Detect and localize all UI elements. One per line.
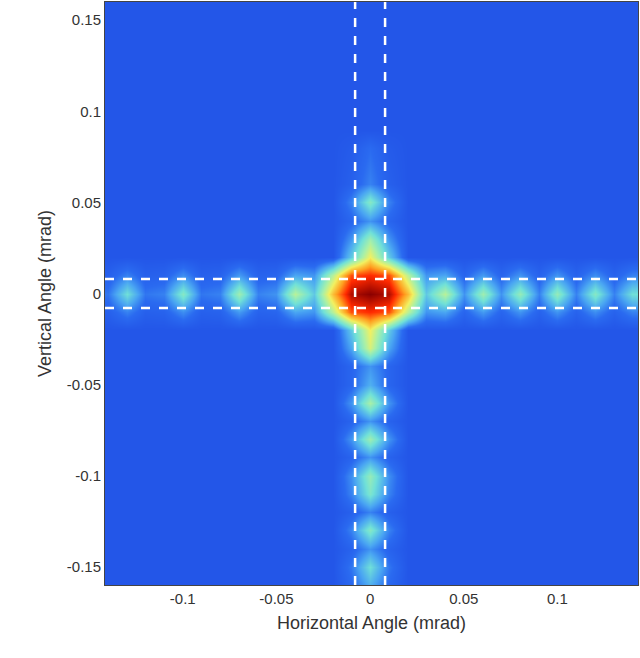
svg-text:0.15: 0.15 xyxy=(72,11,101,28)
svg-text:0: 0 xyxy=(366,590,374,607)
svg-text:-0.05: -0.05 xyxy=(259,590,293,607)
svg-text:-0.1: -0.1 xyxy=(170,590,196,607)
svg-text:0: 0 xyxy=(93,285,101,302)
svg-text:0.05: 0.05 xyxy=(72,194,101,211)
svg-text:Horizontal Angle (mrad): Horizontal Angle (mrad) xyxy=(277,613,466,633)
svg-text:-0.15: -0.15 xyxy=(67,558,101,575)
svg-text:Vertical Angle (mrad): Vertical Angle (mrad) xyxy=(35,210,55,377)
svg-text:0.1: 0.1 xyxy=(547,590,568,607)
svg-text:0.05: 0.05 xyxy=(449,590,478,607)
svg-text:-0.1: -0.1 xyxy=(75,467,101,484)
svg-text:-0.05: -0.05 xyxy=(67,376,101,393)
svg-text:0.1: 0.1 xyxy=(80,103,101,120)
